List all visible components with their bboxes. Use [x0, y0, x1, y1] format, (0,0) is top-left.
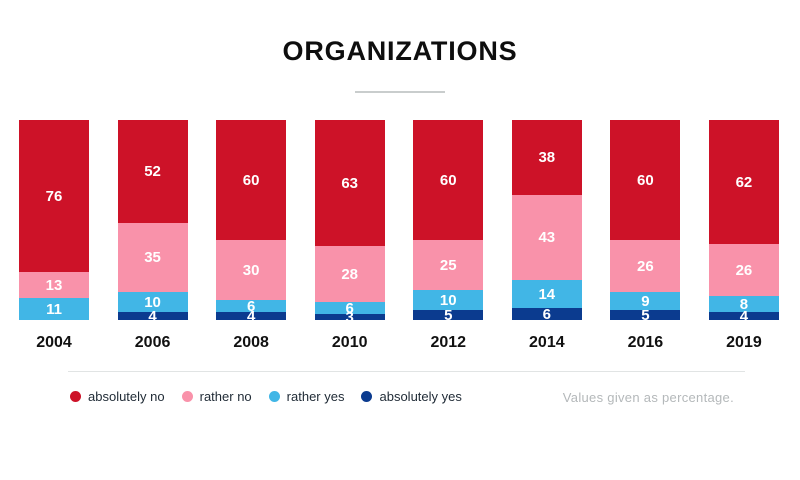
- year-label-2014: 2014: [529, 334, 565, 351]
- legend-item-absolutely-yes: absolutely yes: [361, 388, 462, 404]
- segment-rather-yes: 10: [117, 292, 188, 313]
- legend-dot-rather-no: [181, 390, 193, 402]
- bar-2010: 63 28 6 3: [314, 120, 385, 325]
- segment-rather-yes: 6: [216, 297, 287, 315]
- value-label: 14: [538, 285, 556, 303]
- segment-absolutely-yes: 4: [708, 309, 779, 324]
- year-label-2019: 2019: [726, 334, 762, 351]
- value-label: 5: [444, 306, 453, 324]
- segment-rather-yes: 14: [511, 280, 582, 309]
- legend: absolutely no rather no rather yes absolute…: [70, 388, 462, 404]
- segment-absolutely-no: 63: [314, 120, 385, 246]
- bar-2019: 62 26 8 4: [708, 120, 779, 324]
- bar-2012: 60 25 10 5: [413, 120, 484, 324]
- year-label-2008: 2008: [233, 334, 269, 351]
- value-label: 11: [46, 300, 62, 318]
- segment-absolutely-no: 76: [19, 120, 89, 272]
- segment-rather-yes: 8: [708, 295, 779, 313]
- value-label: 6: [345, 299, 354, 317]
- value-label: 4: [739, 307, 749, 325]
- value-label: 5: [641, 306, 650, 324]
- legend-label-absolutely-yes: absolutely yes: [379, 388, 462, 404]
- segment-absolutely-no: 60: [610, 120, 681, 240]
- segment-absolutely-yes: 5: [413, 306, 484, 324]
- segment-absolutely-yes: 6: [511, 305, 582, 323]
- segment-rather-no: 43: [511, 195, 582, 281]
- segment-rather-yes: 11: [19, 298, 89, 320]
- value-label: 4: [148, 307, 157, 325]
- value-label: 6: [246, 297, 256, 315]
- segment-rather-no: 35: [117, 222, 188, 293]
- segment-rather-yes: 6: [314, 299, 385, 317]
- segment-absolutely-no: 60: [413, 120, 484, 240]
- year-label-2004: 2004: [36, 334, 72, 351]
- value-label: 60: [439, 171, 457, 189]
- value-label: 26: [637, 257, 654, 275]
- legend-item-absolutely-no: absolutely no: [70, 390, 165, 403]
- bar-2016: 60 26 9 5: [610, 120, 681, 324]
- x-axis-labels: 2004 2006 2008 2010 2012 2014 2016 2019: [19, 334, 779, 352]
- legend-dot-rather-yes: [268, 390, 280, 402]
- year-label-2006: 2006: [134, 334, 171, 351]
- segment-rather-no: 13: [19, 272, 89, 298]
- bar-2014: 38 43 14 6: [511, 120, 582, 323]
- segment-absolutely-no: 38: [511, 120, 582, 196]
- legend-label-rather-yes: rather yes: [286, 388, 345, 404]
- value-label: 8: [739, 295, 749, 313]
- title-underline-rule: [355, 91, 445, 93]
- segment-absolutely-yes: 3: [314, 310, 385, 325]
- value-label: 9: [641, 292, 650, 310]
- value-label: 52: [144, 162, 161, 180]
- bar-2008: 60 30 6 4: [216, 120, 287, 324]
- segment-rather-yes: 9: [610, 292, 681, 310]
- bars-plot-area: 76 13 11 52 35 10 4 60 30 6 4 63 28 6 3 60 25 10 5 38 43 14 6 6…: [19, 120, 779, 325]
- value-label: 63: [341, 174, 359, 192]
- segment-absolutely-yes: 4: [216, 309, 287, 324]
- value-label: 10: [439, 291, 457, 309]
- value-label: 60: [242, 171, 260, 189]
- segment-rather-yes: 10: [413, 290, 484, 310]
- value-label: 76: [45, 187, 63, 205]
- year-label-2016: 2016: [627, 334, 664, 351]
- value-label: 60: [637, 171, 654, 189]
- legend-item-rather-no: rather no: [181, 388, 252, 404]
- value-label: 30: [242, 261, 260, 279]
- bar-2006: 52 35 10 4: [117, 120, 188, 324]
- segment-absolutely-no: 60: [216, 120, 287, 240]
- value-label: 26: [735, 261, 753, 279]
- chart-title: ORGANIZATIONS: [282, 36, 518, 66]
- segment-rather-no: 25: [413, 240, 484, 290]
- percentage-note: Values given as percentage.: [562, 390, 734, 405]
- segment-rather-no: 28: [314, 246, 385, 302]
- legend-dot-absolutely-no: [70, 390, 81, 402]
- segment-absolutely-yes: 5: [610, 306, 681, 324]
- value-label: 62: [735, 173, 753, 191]
- bar-2004: 76 13 11: [19, 120, 89, 320]
- segment-rather-no: 26: [610, 240, 681, 292]
- year-label-2010: 2010: [331, 334, 368, 351]
- value-label: 3: [345, 308, 354, 326]
- legend-label-absolutely-no: absolutely no: [88, 388, 165, 404]
- value-label: 28: [341, 265, 359, 283]
- value-label: 25: [439, 256, 457, 274]
- value-label: 35: [144, 249, 161, 267]
- value-label: 10: [144, 293, 161, 311]
- segment-absolutely-no: 52: [117, 120, 188, 223]
- segment-rather-no: 30: [216, 240, 287, 300]
- segment-absolutely-no: 62: [708, 120, 779, 244]
- value-label: 38: [538, 149, 556, 167]
- value-label: 4: [246, 307, 256, 325]
- value-label: 6: [542, 305, 551, 323]
- footer-divider-line: [68, 371, 745, 372]
- value-label: 43: [538, 229, 556, 247]
- legend-label-rather-no: rather no: [199, 388, 252, 404]
- year-label-2012: 2012: [430, 334, 467, 351]
- legend-dot-absolutely-yes: [361, 390, 373, 402]
- segment-absolutely-yes: 4: [117, 309, 188, 324]
- segment-rather-no: 26: [708, 244, 779, 296]
- value-label: 13: [45, 276, 63, 294]
- legend-item-rather-yes: rather yes: [268, 388, 345, 404]
